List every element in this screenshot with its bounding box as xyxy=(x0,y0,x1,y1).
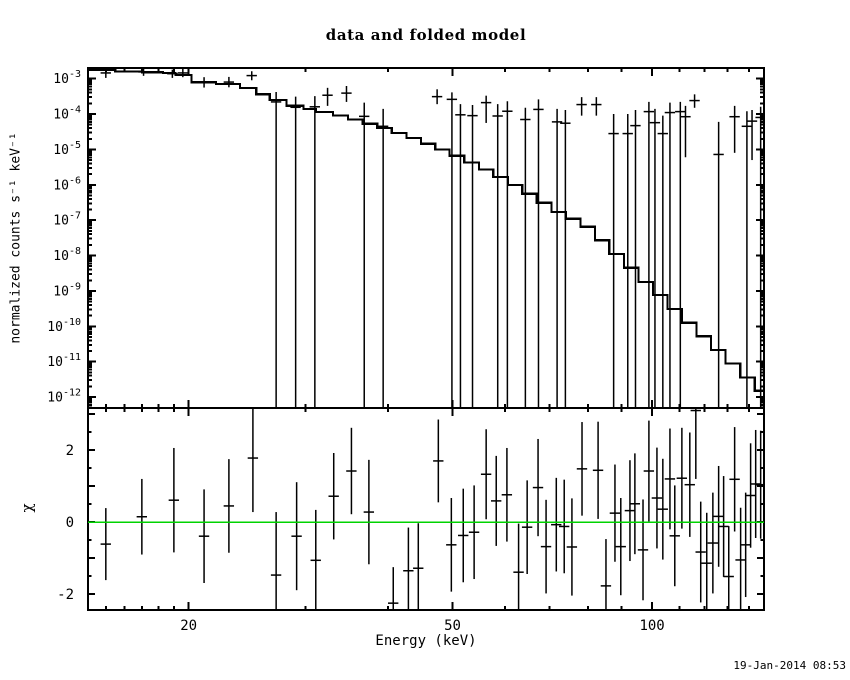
svg-text:10-7: 10-7 xyxy=(53,211,81,229)
timestamp: 19-Jan-2014 08:53 xyxy=(733,659,846,672)
svg-text:10-12: 10-12 xyxy=(47,388,81,406)
top-y-axis-label: normalized counts s⁻¹ keV⁻¹ xyxy=(8,132,24,344)
svg-text:10-4: 10-4 xyxy=(53,105,81,123)
svg-text:50: 50 xyxy=(444,618,461,634)
svg-text:0: 0 xyxy=(66,515,74,531)
svg-text:10-8: 10-8 xyxy=(53,246,81,264)
svg-text:20: 20 xyxy=(180,618,197,634)
svg-text:10-9: 10-9 xyxy=(53,281,81,299)
svg-text:10-11: 10-11 xyxy=(47,352,81,370)
svg-text:10-10: 10-10 xyxy=(47,317,81,335)
svg-text:2: 2 xyxy=(66,443,74,459)
svg-text:-2: -2 xyxy=(57,587,74,603)
svg-text:10-5: 10-5 xyxy=(53,140,81,158)
svg-text:100: 100 xyxy=(639,618,664,634)
plot-title: data and folded model xyxy=(325,26,527,44)
bottom-y-axis-label: χ xyxy=(18,503,36,513)
x-axis-label: Energy (keV) xyxy=(375,633,477,649)
svg-text:10-6: 10-6 xyxy=(53,175,81,193)
svg-text:10-3: 10-3 xyxy=(53,69,81,87)
